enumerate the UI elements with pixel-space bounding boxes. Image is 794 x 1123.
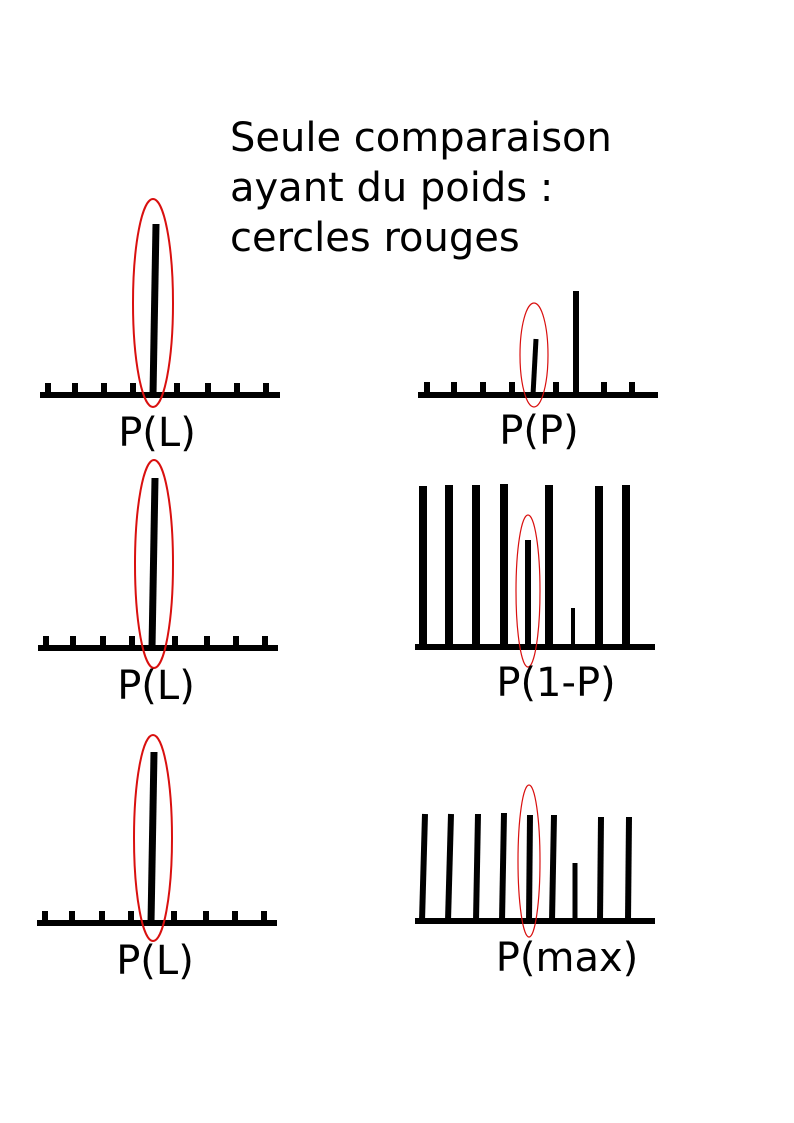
red-highlight-ellipse [132,198,174,408]
red-highlight-ellipse [133,734,173,942]
panel-pl-bottom: P(L) [37,734,277,984]
panel-label: P(L) [117,663,195,709]
panel-pl-top: P(L) [40,198,280,456]
panel-label: P(L) [118,410,196,456]
panel-label: P(max) [496,935,638,981]
panel-label: P(1-P) [496,660,615,706]
title-line-3: cercles rouges [230,215,520,261]
red-highlight-ellipse [515,514,541,668]
tall-bar [149,223,160,396]
red-highlight-ellipse [519,302,549,408]
bar [419,813,428,922]
title-line-2: ayant du poids : [230,165,553,211]
title-line-1: Seule comparaison [230,115,612,161]
bar [473,813,481,922]
red-highlight-ellipse [517,784,541,938]
bar [499,812,507,922]
bar [597,816,604,922]
red-highlight-ellipse [134,459,174,669]
panel-pmax: P(max) [415,784,655,981]
panel-label: P(L) [116,938,194,984]
bar [549,814,557,922]
tall-bar [147,751,158,924]
small-bar [530,338,539,396]
highlighted-bar [526,814,533,922]
panel-pp: P(P) [418,291,658,454]
panel-p1p: P(1-P) [415,484,655,706]
panel-label: P(P) [499,408,578,454]
panel-pl-middle: P(L) [38,459,278,709]
tall-bar [148,477,159,649]
bar [625,816,632,922]
bar [445,813,454,922]
